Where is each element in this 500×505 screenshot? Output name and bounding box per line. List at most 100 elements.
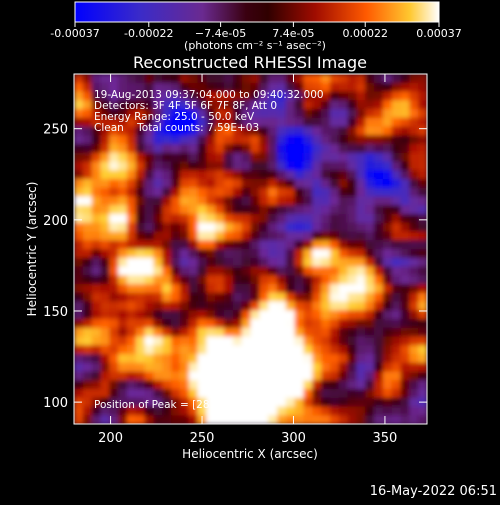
heatmap-cell xyxy=(418,415,427,424)
heatmap-cell xyxy=(206,319,216,329)
heatmap-cell xyxy=(162,371,172,381)
heatmap-cell xyxy=(215,257,225,268)
heatmap-cell xyxy=(409,187,419,198)
heatmap-cell xyxy=(144,371,155,381)
heatmap-cell xyxy=(171,310,181,320)
heatmap-cell xyxy=(135,240,146,250)
heatmap-cell xyxy=(144,345,155,355)
y-tick-label: 150 xyxy=(43,305,68,320)
heatmap-cell xyxy=(153,152,163,163)
heatmap-cell xyxy=(382,275,393,285)
heatmap-cell xyxy=(206,187,216,198)
heatmap-cell xyxy=(321,240,331,250)
heatmap-cell xyxy=(91,91,102,101)
heatmap-cell xyxy=(224,319,234,329)
heatmap-cell xyxy=(391,389,402,399)
heatmap-cell xyxy=(338,415,349,424)
heatmap-cell xyxy=(391,222,402,233)
heatmap-cell xyxy=(241,284,252,294)
heatmap-cell xyxy=(179,161,190,171)
heatmap-cell xyxy=(91,249,102,259)
heatmap-cell xyxy=(409,266,419,276)
heatmap-cell xyxy=(321,152,331,163)
heatmap-cell xyxy=(285,82,296,93)
heatmap-cell xyxy=(144,257,155,268)
heatmap-cell xyxy=(153,345,163,355)
heatmap-cell xyxy=(303,389,313,399)
heatmap-cell xyxy=(400,336,410,346)
heatmap-cell xyxy=(171,196,181,206)
heatmap-cell xyxy=(409,126,419,136)
heatmap-cell xyxy=(232,389,243,399)
heatmap-cell xyxy=(162,222,172,233)
heatmap-cell xyxy=(162,161,172,171)
heatmap-cell xyxy=(312,135,322,145)
heatmap-cell xyxy=(82,319,93,329)
heatmap-cell xyxy=(118,161,128,171)
heatmap-cell xyxy=(188,135,199,145)
heatmap-cell xyxy=(144,240,155,250)
heatmap-cell xyxy=(356,240,366,250)
heatmap-cell xyxy=(153,205,163,215)
heatmap-cell xyxy=(338,126,349,136)
heatmap-cell xyxy=(294,152,305,163)
heatmap-cell xyxy=(224,231,234,241)
heatmap-cell xyxy=(241,257,252,268)
heatmap-cell xyxy=(82,117,93,128)
heatmap-cell xyxy=(321,100,331,110)
colorbar xyxy=(74,1,440,23)
heatmap-cell xyxy=(179,214,190,224)
heatmap-cell xyxy=(268,231,278,241)
heatmap-cell xyxy=(162,117,172,128)
heatmap-cell xyxy=(285,126,296,136)
heatmap-cell xyxy=(347,170,357,180)
heatmap-cell xyxy=(206,82,216,93)
heatmap-cell xyxy=(400,327,410,338)
heatmap-cell xyxy=(303,74,313,84)
heatmap-cell xyxy=(171,109,181,119)
heatmap-cell xyxy=(197,362,207,373)
heatmap-cell xyxy=(409,196,419,206)
heatmap-cell xyxy=(418,380,427,390)
heatmap-cell xyxy=(82,380,93,390)
heatmap-cell xyxy=(215,144,225,154)
heatmap-cell xyxy=(374,371,384,381)
heatmap-cell xyxy=(374,117,384,128)
heatmap-cell xyxy=(135,222,146,233)
heatmap-cell xyxy=(179,345,190,355)
heatmap-cell xyxy=(285,187,296,198)
heatmap-cell xyxy=(232,310,243,320)
heatmap-cell xyxy=(126,231,137,241)
heatmap-cell xyxy=(215,82,225,93)
heatmap-cell xyxy=(91,135,102,145)
heatmap-cell xyxy=(400,91,410,101)
heatmap-cell xyxy=(188,144,199,154)
heatmap-cell xyxy=(215,301,225,311)
heatmap-cell xyxy=(276,74,287,84)
heatmap-cell xyxy=(294,126,305,136)
heatmap-cell xyxy=(268,170,278,180)
heatmap-cell xyxy=(188,371,199,381)
heatmap-cell xyxy=(365,82,375,93)
heatmap-cell xyxy=(153,170,163,180)
heatmap-cell xyxy=(418,214,427,224)
annotation-peak: Position of Peak = [281,111] xyxy=(94,399,244,411)
heatmap-cell xyxy=(418,117,427,128)
heatmap-cell xyxy=(418,284,427,294)
heatmap-cell xyxy=(144,161,155,171)
heatmap-cell xyxy=(162,301,172,311)
heatmap-cell xyxy=(162,345,172,355)
heatmap-cell xyxy=(391,362,402,373)
heatmap-cell xyxy=(303,240,313,250)
heatmap-cell xyxy=(82,292,93,303)
heatmap-cell xyxy=(285,74,296,84)
heatmap-cell xyxy=(418,109,427,119)
heatmap-cell xyxy=(206,415,216,424)
heatmap-cell xyxy=(400,126,410,136)
heatmap-cell xyxy=(126,205,137,215)
heatmap-cell xyxy=(250,240,260,250)
heatmap-cell xyxy=(391,319,402,329)
heatmap-cell xyxy=(232,362,243,373)
heatmap-cell xyxy=(294,196,305,206)
heatmap-cell xyxy=(347,109,357,119)
